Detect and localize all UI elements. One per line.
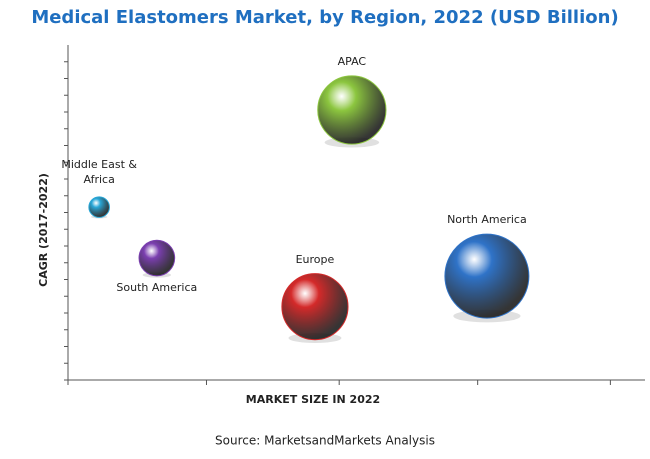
bubble — [281, 273, 349, 341]
bubble — [88, 196, 110, 218]
bubble — [444, 233, 530, 319]
y-axis-label: CAGR (2017-2022) — [37, 173, 50, 287]
x-axis-label: MARKET SIZE IN 2022 — [246, 393, 380, 406]
point-label: Middle East & Africa — [61, 157, 137, 186]
chart-title: Medical Elastomers Market, by Region, 20… — [31, 7, 618, 28]
point-label: Europe — [295, 252, 335, 266]
bubble — [317, 75, 387, 145]
point-label: South America — [116, 280, 198, 294]
point-label: APAC — [337, 54, 367, 68]
source-note: Source: MarketsandMarkets Analysis — [215, 434, 435, 448]
bubble — [138, 239, 176, 277]
point-label: North America — [447, 213, 527, 227]
